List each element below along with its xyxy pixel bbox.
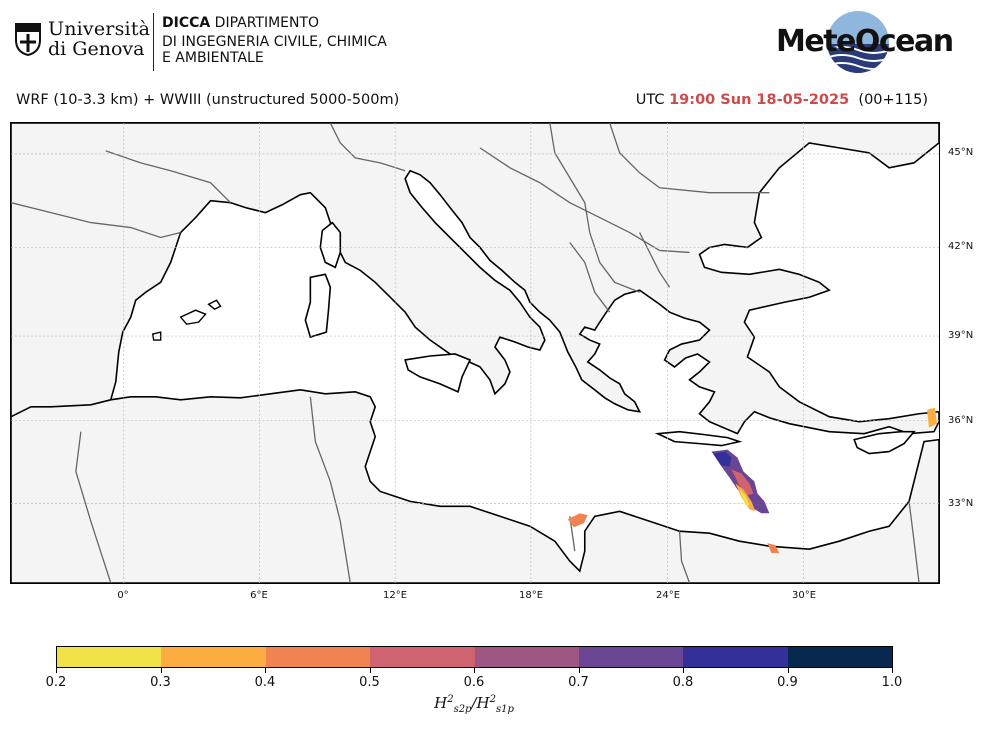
field-patch-aegean-mid: [731, 469, 754, 496]
colorbar-tick-mark: [369, 668, 371, 673]
colorbar: [56, 646, 893, 668]
island-sicily: [404, 353, 472, 393]
colorbar-tick-label: 0.7: [568, 675, 589, 690]
lon-label-24e: 24°E: [655, 590, 681, 601]
colorbar-tick-mark: [683, 668, 684, 673]
colorbar-tick-mark: [160, 668, 162, 673]
field-patch-aegean-yellow: [739, 489, 750, 506]
colorbar-tick-mark: [787, 668, 789, 673]
dicca-acronym: DICCA: [162, 15, 211, 31]
colorbar-tick-label: 0.8: [672, 675, 694, 690]
colorbar-title-den: H2s1p: [476, 694, 514, 715]
colorbar-segment-4: [474, 647, 579, 667]
colorbar-tick-label: 0.3: [150, 675, 171, 690]
unige-shield-icon: [15, 23, 41, 56]
field-patch-levant: [927, 407, 938, 428]
colorbar-segment-2: [265, 647, 371, 667]
islands-balearic: [151, 299, 222, 341]
colorbar-tick-label: 0.9: [777, 675, 798, 690]
dicca-line3: E AMBIENTALE: [162, 50, 264, 66]
colorbar-segment-0: [57, 647, 162, 667]
colorbar-title-num: H2s2p: [434, 694, 472, 715]
lon-label-0: 0°: [117, 590, 129, 601]
lat-label-42: 42°N: [948, 241, 974, 252]
colorbar-segment-1: [161, 647, 266, 667]
land-europe: [11, 123, 939, 435]
graticule: [11, 123, 939, 583]
colorbar-segment-3: [370, 647, 475, 667]
island-cyprus: [853, 430, 916, 455]
colorbar-segment-6: [683, 647, 788, 667]
country-borders: [11, 123, 920, 583]
colorbar-segment-7: [787, 647, 892, 667]
unige-name-line2: di Genova: [48, 38, 145, 60]
lon-label-6e: 6°E: [250, 590, 268, 601]
colorbar-tick-mark: [56, 668, 57, 673]
colorbar-tick-label: 0.4: [254, 675, 276, 690]
dicca-line1: DICCA DIPARTIMENTO: [162, 15, 319, 31]
colorbar-tick-mark: [265, 668, 266, 673]
lat-label-33: 33°N: [948, 498, 974, 509]
dicca-dept: DIPARTIMENTO: [210, 15, 320, 31]
field-patch-cyrenaica: [567, 513, 588, 528]
lon-label-12e: 12°E: [382, 590, 408, 601]
colorbar-title: H2s2p/H2s1p: [434, 694, 514, 715]
colorbar-tick-label: 0.6: [463, 675, 485, 690]
colorbar-tick-label: 1.0: [881, 675, 903, 690]
island-crete: [654, 430, 743, 447]
swell-ratio-field: [567, 407, 938, 554]
model-title: WRF (10-3.3 km) + WWIII (unstructured 50…: [16, 92, 400, 108]
lat-label-45: 45°N: [948, 147, 974, 158]
island-sardinia: [304, 273, 332, 339]
logo-divider: [153, 13, 154, 71]
lat-label-39: 39°N: [948, 330, 974, 341]
colorbar-tick-mark: [892, 668, 893, 673]
colorbar-tick-mark: [474, 668, 475, 673]
lon-label-18e: 18°E: [518, 590, 544, 601]
unige-name-line1: Università: [48, 18, 151, 40]
lat-label-36: 36°N: [948, 415, 974, 426]
valid-time-row: UTC 19:00 Sun 18-05-2025 (00+115): [636, 92, 928, 108]
colorbar-tick-label: 0.2: [45, 675, 67, 690]
island-corsica: [319, 221, 342, 269]
colorbar-tick-label: 0.5: [359, 675, 380, 690]
mediterranean-map: [10, 122, 940, 584]
field-patch-aegean-core: [713, 451, 732, 467]
land-africa: [11, 389, 939, 583]
valid-time: 19:00 Sun 18-05-2025: [669, 92, 850, 108]
colorbar-tick-mark: [578, 668, 580, 673]
meteocean-globe-icon: [827, 11, 889, 73]
forecast-lead: (00+115): [849, 92, 928, 108]
meteocean-logo: MeteOcean: [776, 24, 954, 59]
utc-label: UTC: [635, 92, 670, 108]
colorbar-segment-5: [578, 647, 684, 667]
dicca-line2: DI INGEGNERIA CIVILE, CHIMICA: [162, 34, 387, 50]
lon-label-30e: 30°E: [791, 590, 817, 601]
